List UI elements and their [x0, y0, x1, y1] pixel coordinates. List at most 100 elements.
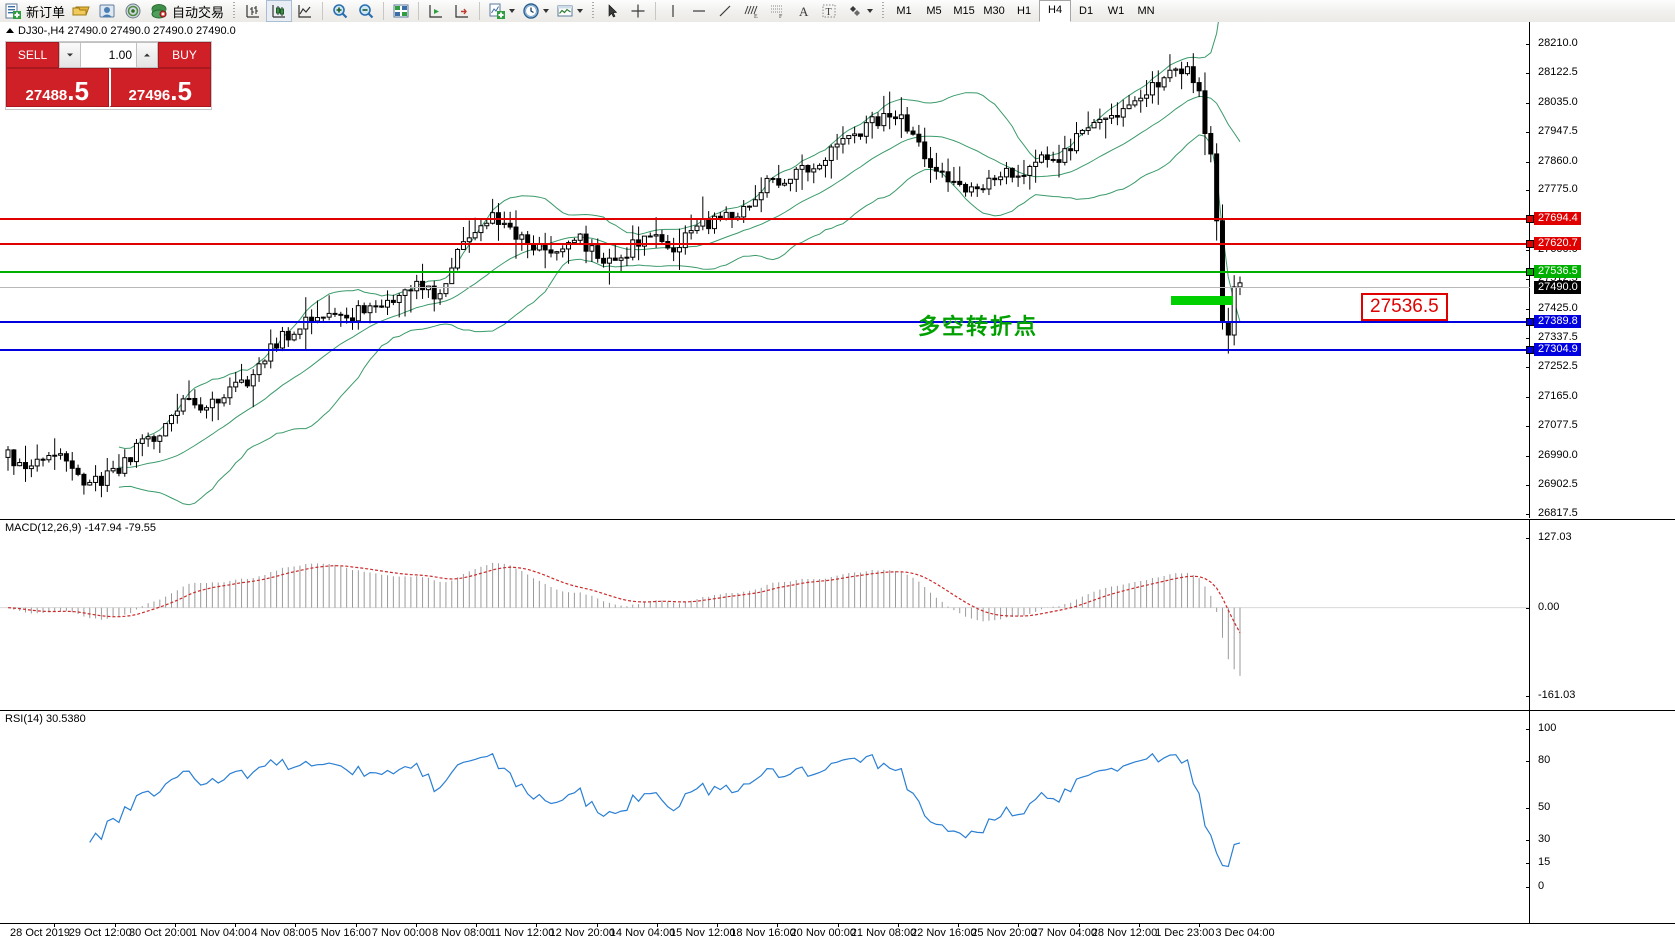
macd-plot[interactable]: [0, 520, 1530, 710]
timeframe-d1[interactable]: D1: [1079, 4, 1094, 17]
elliott-button[interactable]: E: [738, 1, 764, 21]
candle: [606, 248, 612, 285]
sell-button[interactable]: SELL: [6, 42, 59, 68]
line-handle[interactable]: [1526, 346, 1534, 355]
time-tick-label: 20 Nov 00:00: [790, 927, 856, 939]
timeframe-h4[interactable]: H4: [1039, 0, 1072, 22]
rsi-pane[interactable]: RSI(14) 30.5380 100 80 50 30 15 0: [0, 710, 1675, 923]
horizontal-line-27304.9[interactable]: [0, 346, 1534, 355]
period-button[interactable]: [518, 1, 552, 21]
horizontal-line-27389.8[interactable]: [0, 317, 1534, 326]
chart-annotation-text[interactable]: 多空转折点: [918, 315, 1039, 340]
macd-axis[interactable]: 127.03 0.00 -161.03: [1525, 520, 1675, 710]
line-handle[interactable]: [1526, 214, 1534, 223]
cursor-button[interactable]: [599, 1, 625, 21]
volume-input[interactable]: 1.00: [81, 43, 136, 67]
svg-text:E: E: [754, 14, 758, 20]
time-axis[interactable]: 28 Oct 2019 29 Oct 12:00 30 Oct 20:00 1 Nov…: [0, 923, 1675, 946]
price-plot[interactable]: [0, 22, 1530, 518]
period-dropdown-caret[interactable]: [543, 9, 550, 13]
objects-button[interactable]: [842, 1, 876, 21]
crosshair-button[interactable]: [625, 1, 651, 21]
candle: [28, 459, 34, 478]
horizontal-line-27620.7[interactable]: [0, 239, 1534, 248]
horizontal-line-27536.5[interactable]: [0, 268, 1534, 277]
candle: [793, 166, 799, 192]
price-line-tag[interactable]: 27694.4: [1534, 211, 1581, 225]
timeframe-w1[interactable]: W1: [1107, 4, 1125, 17]
price-line-tag[interactable]: 27536.5: [1534, 265, 1581, 279]
autotrade-button[interactable]: 自动交易: [146, 1, 227, 21]
timeframe-m5[interactable]: M5: [926, 4, 942, 17]
line-handle[interactable]: [1526, 317, 1534, 326]
objects-dropdown-caret[interactable]: [867, 9, 874, 13]
collapse-triangle-icon[interactable]: [6, 28, 14, 33]
autotrade-label: 自动交易: [172, 5, 225, 21]
trendline-button[interactable]: [712, 1, 738, 21]
templates-button[interactable]: [552, 1, 586, 21]
fibo-button[interactable]: F: [764, 1, 790, 21]
folder-button[interactable]: [68, 1, 94, 21]
auto-scroll-button[interactable]: [449, 1, 475, 21]
timeframe-h1[interactable]: H1: [1017, 4, 1032, 17]
label-button[interactable]: T: [816, 1, 842, 21]
profiles-button[interactable]: [94, 1, 120, 21]
timeframe-m30[interactable]: M30: [983, 4, 1005, 17]
text-button[interactable]: A: [790, 1, 816, 21]
candle: [262, 359, 268, 369]
timeframe-m15[interactable]: M15: [953, 4, 975, 17]
horizontal-line-27694.4[interactable]: [0, 214, 1534, 223]
time-tick-mark: [897, 923, 899, 927]
line-handle[interactable]: [1526, 268, 1534, 277]
candle: [455, 248, 461, 271]
hline-button[interactable]: [686, 1, 712, 21]
vline-icon: [663, 2, 683, 20]
line-chart-icon: [295, 2, 315, 20]
price-tick-label: 26817.5: [1538, 507, 1578, 519]
candle: [928, 146, 934, 183]
rsi-tick-label: 50: [1538, 801, 1551, 813]
timeframe-mn[interactable]: MN: [1137, 4, 1155, 17]
toolbar-grip-1[interactable]: [230, 2, 238, 20]
rsi-plot[interactable]: [0, 711, 1530, 901]
line-handle[interactable]: [1526, 239, 1534, 248]
candle: [58, 448, 64, 460]
toolbar-grip-3[interactable]: [879, 2, 887, 20]
vline-button[interactable]: [660, 1, 686, 21]
price-tick-label: 27165.0: [1538, 389, 1578, 402]
macd-pane[interactable]: MACD(12,26,9) -147.94 -79.55 127.03 0.00 -…: [0, 519, 1675, 710]
new-order-button[interactable]: 新订单: [0, 1, 68, 21]
chart-container[interactable]: 多空转折点 27536.5 28210.0 28122.5 28035.0 27947…: [0, 22, 1675, 946]
indicators-dropdown-caret[interactable]: [509, 9, 516, 13]
data-window-button[interactable]: [388, 1, 414, 21]
timeframe-m1[interactable]: M1: [896, 4, 912, 17]
indicators-button[interactable]: [484, 1, 518, 21]
templates-dropdown-caret[interactable]: [577, 9, 584, 13]
buy-button[interactable]: BUY: [158, 42, 211, 68]
sell-price-display[interactable]: 27488.5: [6, 68, 109, 107]
price-line-tag[interactable]: 27304.9: [1534, 343, 1581, 357]
zoom-in-button[interactable]: [327, 1, 353, 21]
market-watch-button[interactable]: [120, 1, 146, 21]
time-tick-label: 28 Nov 12:00: [1091, 927, 1158, 939]
volume-decrement-button[interactable]: [60, 43, 81, 67]
price-line-tag[interactable]: 27620.7: [1534, 236, 1581, 250]
candlestick-chart-button[interactable]: [266, 0, 293, 22]
toolbar-grip-2[interactable]: [589, 2, 597, 20]
price-pane[interactable]: 多空转折点 27536.5 28210.0 28122.5 28035.0 27947…: [0, 22, 1675, 519]
buy-price-display[interactable]: 27496.5: [108, 68, 211, 107]
price-callout-box[interactable]: 27536.5: [1361, 293, 1448, 321]
time-tick-mark: [295, 923, 297, 927]
volume-increment-button[interactable]: [136, 43, 157, 67]
candle: [250, 369, 256, 408]
rsi-axis[interactable]: 100 80 50 30 15 0: [1525, 711, 1675, 923]
price-line-tag[interactable]: 27389.8: [1534, 314, 1581, 328]
chart-shift-button[interactable]: [423, 1, 449, 21]
candle: [659, 229, 665, 245]
volume-stepper[interactable]: 1.00: [59, 42, 158, 68]
line-chart-button[interactable]: [292, 1, 318, 21]
candle: [466, 220, 472, 253]
zoom-out-button[interactable]: [353, 1, 379, 21]
candle: [122, 449, 128, 477]
bar-chart-button[interactable]: [240, 1, 266, 21]
